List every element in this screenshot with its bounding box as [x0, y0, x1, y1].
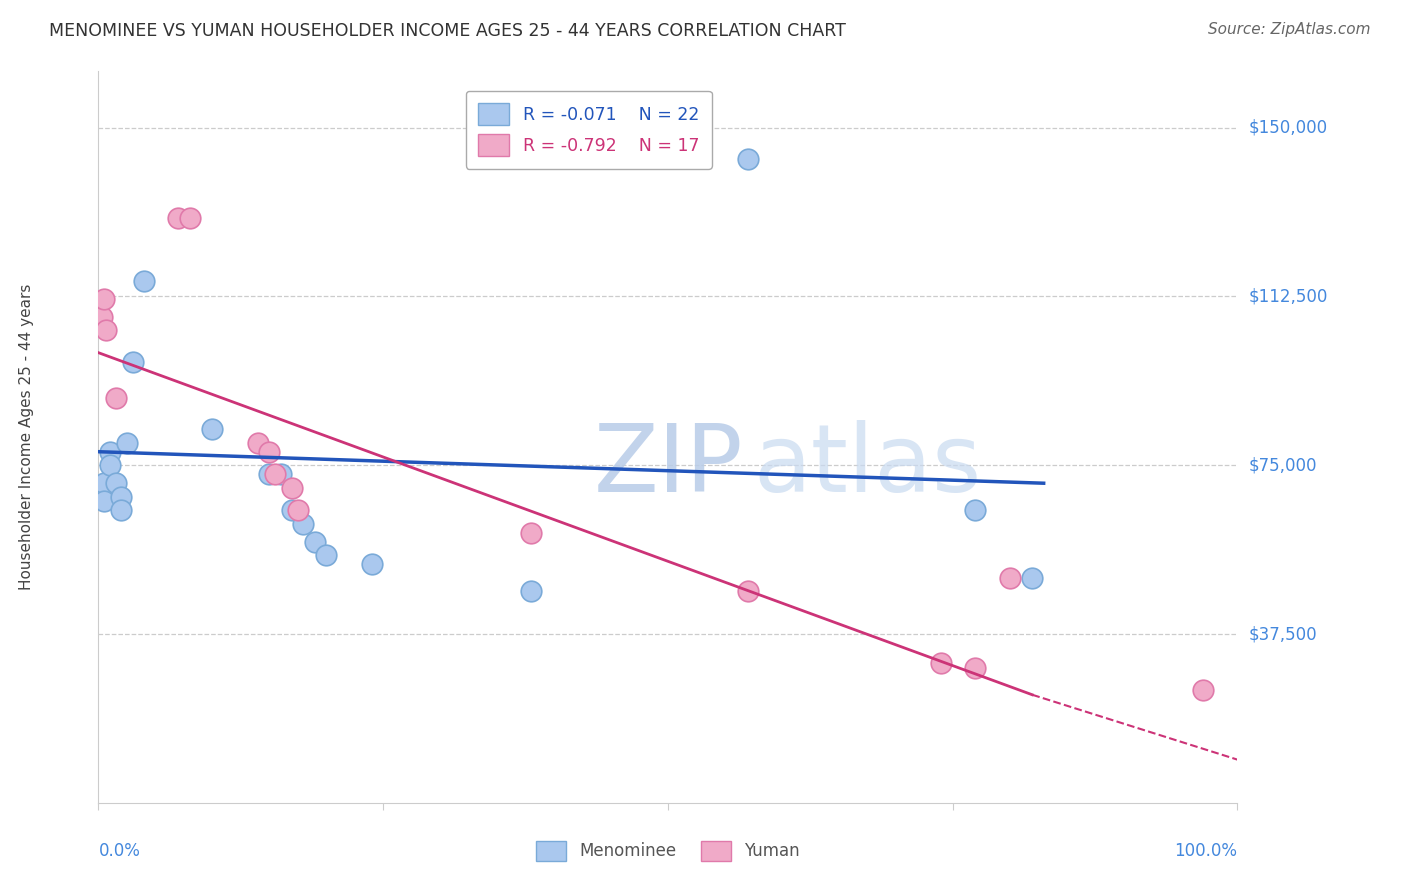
Point — [965, 661, 987, 675]
Point — [360, 558, 382, 572]
Point — [98, 444, 121, 458]
Point — [93, 476, 115, 491]
Point — [104, 476, 127, 491]
Point — [98, 458, 121, 473]
Point — [737, 584, 759, 599]
Point — [104, 391, 127, 405]
Point — [281, 503, 304, 517]
Point — [179, 211, 201, 225]
Text: Householder Income Ages 25 - 44 years: Householder Income Ages 25 - 44 years — [18, 284, 34, 591]
Point — [90, 310, 112, 324]
Point — [259, 444, 281, 458]
Point — [287, 503, 309, 517]
Point — [110, 490, 132, 504]
Point — [96, 323, 118, 337]
Point — [737, 152, 759, 166]
Point — [93, 494, 115, 508]
Point — [201, 422, 224, 436]
Point — [93, 292, 115, 306]
Text: 100.0%: 100.0% — [1174, 842, 1237, 860]
Text: ZIP: ZIP — [593, 420, 744, 512]
Point — [264, 467, 287, 482]
Point — [965, 503, 987, 517]
Point — [246, 435, 269, 450]
Legend: Menominee, Yuman: Menominee, Yuman — [529, 834, 807, 868]
Point — [315, 548, 337, 562]
Point — [520, 525, 543, 540]
Point — [110, 503, 132, 517]
Point — [115, 435, 138, 450]
Text: 0.0%: 0.0% — [98, 842, 141, 860]
Point — [281, 481, 304, 495]
Point — [259, 467, 281, 482]
Point — [270, 467, 292, 482]
Point — [998, 571, 1021, 585]
Text: MENOMINEE VS YUMAN HOUSEHOLDER INCOME AGES 25 - 44 YEARS CORRELATION CHART: MENOMINEE VS YUMAN HOUSEHOLDER INCOME AG… — [49, 22, 846, 40]
Text: $37,500: $37,500 — [1249, 625, 1317, 643]
Text: $112,500: $112,500 — [1249, 287, 1327, 305]
Point — [121, 354, 143, 368]
Point — [520, 584, 543, 599]
Point — [1192, 683, 1215, 698]
Point — [292, 516, 315, 531]
Point — [1021, 571, 1043, 585]
Text: $150,000: $150,000 — [1249, 119, 1327, 136]
Text: $75,000: $75,000 — [1249, 456, 1317, 475]
Point — [929, 657, 952, 671]
Text: atlas: atlas — [754, 420, 981, 512]
Point — [304, 534, 326, 549]
Point — [132, 274, 155, 288]
Text: Source: ZipAtlas.com: Source: ZipAtlas.com — [1208, 22, 1371, 37]
Point — [167, 211, 190, 225]
